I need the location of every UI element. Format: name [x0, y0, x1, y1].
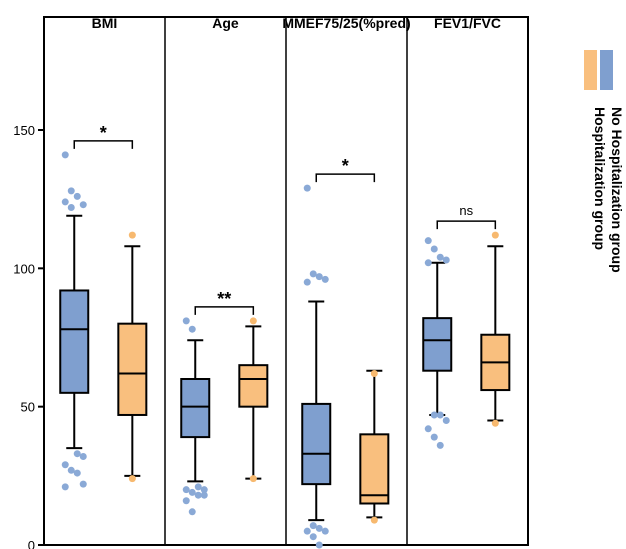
outlier-point — [188, 508, 196, 516]
outlier-point — [424, 259, 432, 267]
panel-title: BMI — [92, 15, 118, 31]
box-no-hospitalization — [180, 317, 211, 516]
outlier-point — [188, 488, 196, 496]
outlier-point — [430, 411, 438, 419]
outlier-point — [73, 469, 81, 477]
significance-label: * — [342, 156, 349, 176]
box-no-hospitalization — [301, 184, 332, 549]
outlier-point — [303, 278, 311, 286]
outlier-point — [182, 497, 190, 505]
outlier-point — [73, 192, 81, 200]
outlier-point — [442, 417, 450, 424]
legend-swatch — [584, 50, 597, 90]
significance-label: ns — [459, 203, 473, 218]
outlier-point — [194, 483, 202, 491]
outlier-point — [321, 527, 329, 535]
box-hospitalization — [238, 317, 269, 483]
outlier-point — [309, 270, 317, 278]
outlier-point — [128, 475, 136, 483]
outlier-point — [61, 483, 69, 491]
significance-label: ** — [217, 289, 231, 309]
outlier-point — [61, 461, 69, 469]
legend-label: No Hospitalization group — [609, 107, 625, 273]
outlier-point — [249, 317, 257, 325]
outlier-point — [315, 273, 323, 281]
outlier-point — [200, 486, 208, 494]
outlier-point — [491, 231, 499, 239]
outlier-point — [424, 425, 432, 433]
outlier-point — [303, 527, 311, 535]
box-hospitalization — [359, 369, 390, 524]
outlier-point — [430, 433, 438, 441]
significance-bracket — [315, 173, 376, 183]
significance-label: * — [100, 123, 107, 143]
iqr-box — [422, 317, 453, 372]
outlier-point — [370, 369, 378, 377]
outlier-point — [430, 245, 438, 253]
outlier-point — [442, 256, 450, 264]
outlier-point — [61, 151, 69, 159]
outlier-point — [370, 516, 378, 524]
box-hospitalization — [117, 231, 148, 483]
outlier-point — [128, 231, 136, 239]
outlier-point — [67, 187, 75, 195]
iqr-box — [359, 433, 390, 505]
outlier-point — [79, 452, 87, 460]
outlier-point — [67, 203, 75, 211]
iqr-box — [238, 364, 269, 408]
y-tick-label: 0 — [28, 538, 35, 549]
significance-bracket — [436, 220, 497, 230]
outlier-point — [309, 522, 317, 530]
outlier-point — [303, 184, 311, 192]
outlier-point — [424, 237, 432, 245]
outlier-point — [321, 275, 329, 283]
outlier-point — [436, 441, 444, 449]
outlier-point — [182, 317, 190, 325]
significance-bracket — [73, 140, 134, 149]
outlier-point — [309, 533, 317, 541]
outlier-point — [200, 491, 208, 499]
outlier-point — [79, 201, 87, 209]
panel-title: Age — [212, 15, 239, 31]
outlier-point — [61, 198, 69, 206]
box-no-hospitalization — [422, 237, 453, 449]
box-hospitalization — [480, 231, 511, 427]
box-no-hospitalization — [59, 151, 90, 491]
outlier-point — [188, 325, 196, 333]
iqr-box — [180, 378, 211, 439]
outlier-point — [79, 480, 87, 488]
outlier-point — [491, 419, 499, 427]
legend-swatch — [600, 50, 613, 90]
outlier-point — [73, 450, 81, 458]
outlier-point — [315, 524, 323, 532]
panel-title: FEV1/FVC — [434, 15, 501, 31]
outlier-point — [182, 486, 190, 494]
iqr-box — [59, 289, 90, 394]
outlier-point — [315, 541, 323, 549]
outlier-point — [436, 411, 444, 419]
panel-title: MMEF75/25(%pred) — [282, 15, 410, 31]
y-tick-label: 100 — [13, 261, 35, 276]
outlier-point — [436, 253, 444, 261]
y-tick-label: 50 — [21, 400, 35, 415]
significance-bracket — [194, 306, 255, 315]
y-tick-label: 150 — [13, 123, 35, 138]
outlier-point — [194, 491, 202, 499]
outlier-point — [249, 475, 257, 483]
iqr-box — [301, 402, 332, 486]
iqr-box — [117, 322, 148, 416]
legend-label: Hospitalization group — [592, 107, 608, 250]
outlier-point — [67, 466, 75, 474]
